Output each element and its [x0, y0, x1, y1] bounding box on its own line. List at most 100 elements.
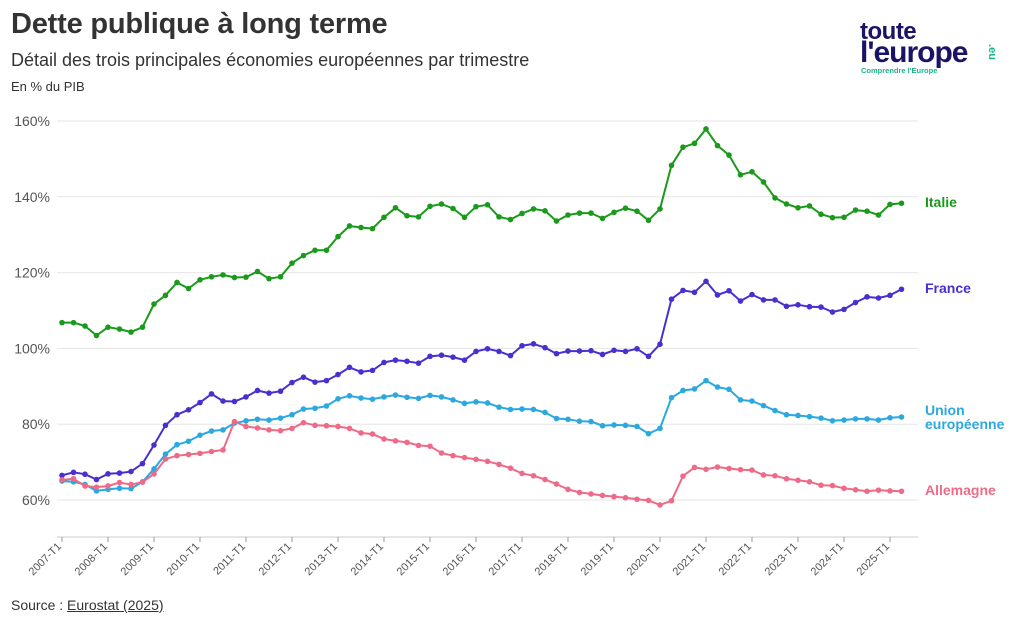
data-point: [657, 425, 663, 432]
x-tick-label: 2019-T1: [579, 541, 616, 578]
data-point: [795, 204, 801, 211]
data-point: [795, 477, 801, 484]
data-point: [772, 195, 778, 201]
data-point: [116, 326, 123, 332]
data-point: [496, 404, 502, 410]
series-union-européenne: [59, 377, 905, 494]
data-point: [806, 479, 813, 485]
data-point: [519, 342, 525, 349]
y-tick-label: 60%: [22, 492, 50, 508]
data-point: [151, 466, 157, 472]
y-tick-label: 160%: [14, 113, 50, 129]
data-point: [841, 417, 847, 423]
data-point: [611, 209, 617, 216]
data-point: [335, 233, 341, 240]
data-point: [622, 494, 629, 501]
series-italie: [59, 126, 905, 339]
series-label-france: France: [925, 280, 971, 296]
series-lines: [59, 126, 905, 508]
data-point: [680, 287, 686, 294]
data-point: [473, 399, 479, 405]
data-point: [346, 425, 353, 432]
data-point: [231, 274, 238, 281]
data-point: [645, 217, 652, 224]
series-label-line: Union: [925, 402, 965, 418]
data-point: [358, 369, 364, 375]
data-point: [806, 413, 813, 420]
data-point: [553, 415, 560, 422]
data-point: [116, 470, 123, 476]
data-point: [254, 268, 261, 275]
data-point: [576, 489, 583, 496]
x-tick-label: 2010-T1: [165, 541, 202, 578]
data-point: [162, 422, 169, 429]
data-point: [174, 279, 180, 286]
data-point: [680, 473, 686, 479]
data-point: [645, 353, 652, 360]
data-point: [128, 329, 134, 335]
data-point: [277, 415, 284, 421]
data-point: [749, 168, 755, 175]
data-point: [634, 208, 640, 215]
data-point: [231, 418, 238, 425]
data-point: [381, 394, 387, 400]
data-point: [519, 406, 525, 412]
data-point: [404, 358, 410, 365]
data-point: [703, 278, 709, 285]
toute-leurope-logo[interactable]: toute l'europe Comprendre l'Europe .eu: [858, 18, 1003, 78]
data-point: [657, 341, 663, 348]
data-point: [634, 345, 640, 352]
data-point: [93, 332, 100, 339]
data-point: [622, 205, 629, 211]
data-point: [714, 384, 721, 390]
data-point: [852, 416, 859, 422]
data-point: [875, 417, 882, 423]
data-point: [519, 210, 525, 217]
data-point: [645, 430, 652, 437]
data-point: [588, 347, 594, 354]
data-point: [657, 502, 663, 508]
data-point: [542, 208, 548, 214]
chart-subtitle: Détail des trois principales économies e…: [11, 50, 530, 70]
data-point: [254, 425, 261, 431]
data-point: [691, 464, 698, 471]
data-point: [381, 214, 387, 221]
data-point: [139, 460, 146, 467]
logo-line2: l'europe: [860, 36, 968, 69]
data-point: [530, 206, 537, 212]
data-point: [300, 374, 307, 381]
data-point: [898, 200, 905, 207]
data-point: [277, 273, 284, 280]
data-point: [772, 472, 778, 479]
data-point: [427, 353, 433, 360]
data-point: [749, 467, 755, 473]
data-point: [553, 350, 560, 357]
data-point: [128, 485, 134, 492]
data-point: [220, 398, 226, 404]
data-point: [438, 201, 445, 207]
data-point: [461, 214, 468, 221]
data-point: [392, 438, 399, 444]
data-point: [450, 397, 456, 403]
data-point: [473, 456, 479, 463]
data-point: [415, 214, 422, 220]
series-labels: Italie France Union européenne Allemagne: [925, 194, 1005, 498]
data-point: [680, 387, 686, 394]
data-point: [841, 306, 847, 313]
source-link[interactable]: Eurostat (2025): [67, 597, 164, 613]
data-point: [438, 352, 445, 359]
data-point: [611, 493, 617, 500]
series-line: [62, 128, 902, 337]
x-tick-label: 2017-T1: [487, 541, 524, 578]
data-point: [542, 476, 548, 483]
data-point: [611, 347, 617, 354]
data-point: [898, 414, 905, 420]
x-tick-label: 2025-T1: [855, 541, 892, 578]
data-point: [427, 392, 433, 399]
data-point: [749, 398, 755, 404]
data-point: [105, 471, 111, 477]
data-point: [898, 488, 905, 495]
data-point: [289, 425, 295, 432]
data-point: [335, 423, 341, 430]
